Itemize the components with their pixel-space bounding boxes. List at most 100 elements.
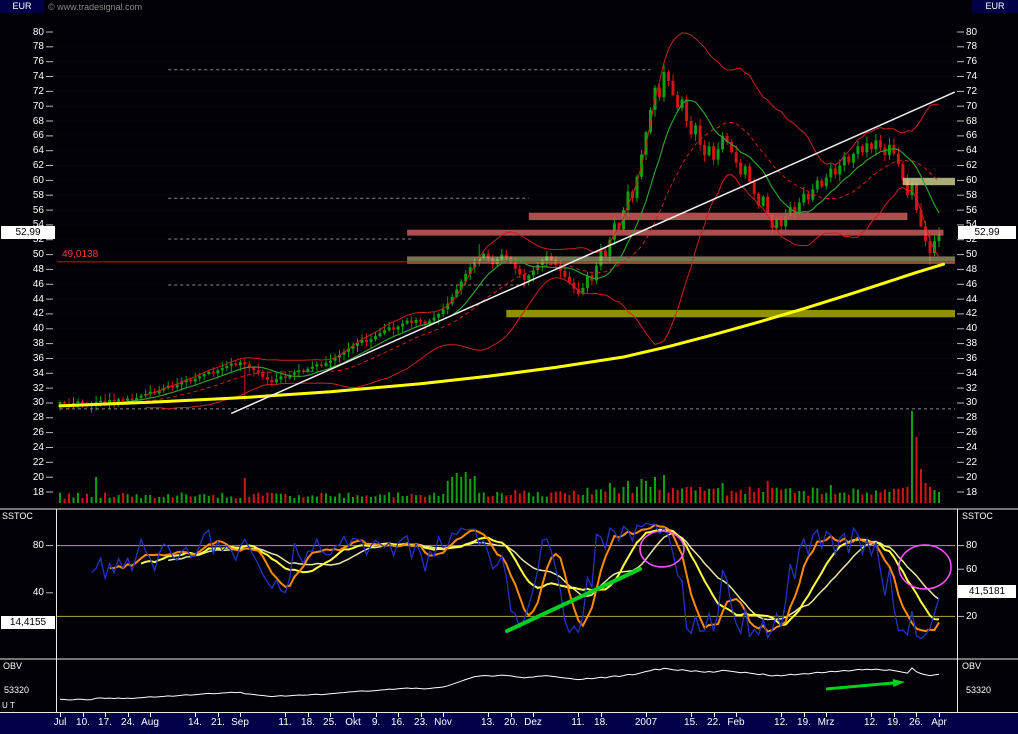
date-tick-label: Dez <box>524 717 542 728</box>
date-tick-label: 15. <box>684 717 698 728</box>
sstoc-tick-label: 40 <box>32 587 44 598</box>
price-tick-label: 42 <box>966 308 978 319</box>
currency-label-right: EUR <box>972 0 1018 13</box>
date-tick-mark <box>376 713 377 717</box>
date-tick-label: 25. <box>323 717 337 728</box>
date-tick-label: 22. <box>707 717 721 728</box>
date-tick-label: 17. <box>98 717 112 728</box>
price-tick-label: 36 <box>966 353 978 364</box>
date-tick-mark <box>511 713 512 717</box>
price-tick-label: 48 <box>966 264 978 275</box>
date-tick-mark <box>601 713 602 717</box>
price-tick-label: 40 <box>32 323 44 334</box>
date-tick-mark <box>330 713 331 717</box>
date-tick-label: 18. <box>301 717 315 728</box>
date-tick-mark <box>488 713 489 717</box>
date-tick-mark <box>443 713 444 717</box>
current-price-box-left: 52,99 <box>1 226 55 239</box>
sstoc-tick-label: 80 <box>32 540 44 551</box>
price-tick-label: 42 <box>32 308 44 319</box>
obv-panel-label-left: OBV <box>3 661 23 671</box>
price-tick-label: 46 <box>32 279 44 290</box>
price-tick-label: 72 <box>966 86 978 97</box>
price-tick-label: 62 <box>32 160 44 171</box>
date-tick-label: 16. <box>391 717 405 728</box>
date-tick-label: Nov <box>434 717 452 728</box>
price-tick-label: 24 <box>966 442 978 453</box>
date-tick-mark <box>353 713 354 717</box>
price-tick-label: 64 <box>32 145 44 156</box>
price-tick-label: 40 <box>966 323 978 334</box>
date-tick-mark <box>533 713 534 717</box>
date-tick-mark <box>105 713 106 717</box>
price-tick-label: 28 <box>966 412 978 423</box>
support-line-label: 49,0138 <box>62 249 99 260</box>
price-tick-label: 20 <box>32 472 44 483</box>
date-tick-mark <box>128 713 129 717</box>
price-tick-label: 68 <box>32 116 44 127</box>
price-tick-label: 78 <box>966 41 978 52</box>
currency-label-left: EUR <box>0 0 44 13</box>
sstoc-value-box-right: 41,5181 <box>958 585 1016 598</box>
price-tick-label: 58 <box>966 190 978 201</box>
layer-sstoc <box>46 522 964 640</box>
date-tick-label: 12. <box>864 717 878 728</box>
price-tick-label: 18 <box>966 487 978 498</box>
date-tick-mark <box>83 713 84 717</box>
obv-value-left: 53320 <box>4 685 30 695</box>
price-tick-label: 44 <box>32 294 44 305</box>
price-tick-label: 32 <box>32 383 44 394</box>
date-tick-label: Jul <box>53 717 67 728</box>
price-scale-right[interactable]: 80 78 76 74 72 70 68 66 64 62 60 58 56 54 52 50 48 46 44 42… <box>966 0 1018 712</box>
price-tick-label: 24 <box>32 442 44 453</box>
date-tick-mark <box>398 713 399 717</box>
date-tick-mark <box>804 713 805 717</box>
price-tick-label: 48 <box>32 264 44 275</box>
layer-obv <box>59 667 940 701</box>
layer-vol <box>59 411 940 503</box>
date-tick-mark <box>150 713 151 717</box>
price-tick-label: 22 <box>32 457 44 468</box>
price-scale-left[interactable]: 80 78 76 74 72 70 68 66 64 62 60 58 56 54 52 50 48 46 44 42… <box>0 0 56 712</box>
price-tick-label: 52 <box>32 234 44 245</box>
date-tick-label: 13. <box>481 717 495 728</box>
date-tick-label: 9. <box>371 717 381 728</box>
price-tick-label: 50 <box>32 249 44 260</box>
price-tick-label: 50 <box>966 249 978 260</box>
price-tick-label: 60 <box>32 175 44 186</box>
layer-dashed <box>60 69 955 410</box>
date-tick-mark <box>714 713 715 717</box>
date-tick-label: 24. <box>121 717 135 728</box>
date-tick-label: Feb <box>727 717 745 728</box>
price-tick-label: 54 <box>32 219 44 230</box>
price-tick-label: 30 <box>966 397 978 408</box>
date-tick-label: 23. <box>414 717 428 728</box>
date-tick-label: 20. <box>504 717 518 728</box>
price-tick-label: 66 <box>966 130 978 141</box>
price-tick-label: 32 <box>966 383 978 394</box>
corner-text: U T <box>2 701 15 710</box>
price-tick-label: 72 <box>32 86 44 97</box>
sstoc-tick-label: 20 <box>966 611 978 622</box>
layer-candles <box>58 64 941 413</box>
price-tick-label: 22 <box>966 457 978 468</box>
date-tick-mark <box>240 713 241 717</box>
date-tick-mark <box>218 713 219 717</box>
date-tick-label: 14. <box>188 717 202 728</box>
date-tick-label: Sep <box>231 717 249 728</box>
price-tick-label: 76 <box>966 56 978 67</box>
price-tick-label: 30 <box>32 397 44 408</box>
price-tick-label: 28 <box>32 412 44 423</box>
date-tick-mark <box>646 713 647 717</box>
price-tick-label: 56 <box>32 205 44 216</box>
layer-grid <box>46 31 964 493</box>
price-tick-label: 54 <box>966 219 978 230</box>
date-tick-label: Aug <box>141 717 159 728</box>
date-tick-mark <box>421 713 422 717</box>
time-scale[interactable]: Jul 10. 17. 24. Aug 14. 21. Sep 11. 18. 25. Okt 9. 16… <box>0 712 1018 734</box>
price-tick-label: 60 <box>966 175 978 186</box>
price-tick-label: 56 <box>966 205 978 216</box>
price-tick-label: 38 <box>32 338 44 349</box>
date-tick-mark <box>578 713 579 717</box>
